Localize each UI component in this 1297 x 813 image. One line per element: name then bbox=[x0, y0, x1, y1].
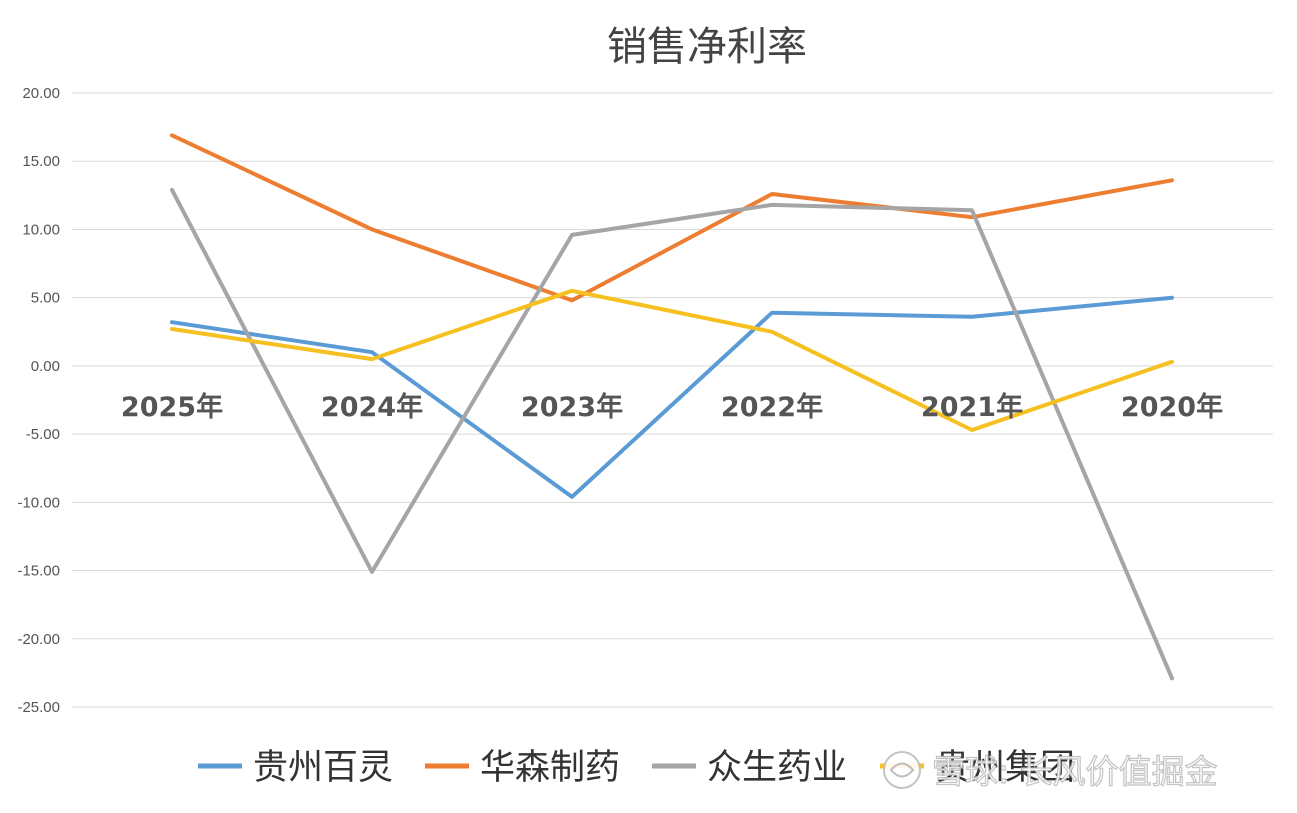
legend-label: 贵州百灵 bbox=[253, 748, 393, 788]
series-line-3 bbox=[170, 187, 1174, 681]
y-axis-ticks: 20.00 15.00 10.00 5.00 0.00 -5.00 -10.00 -15.00… bbox=[17, 85, 60, 716]
legend-item: 华森制药 bbox=[425, 748, 620, 788]
x-category-label: 2020年 bbox=[1121, 391, 1223, 423]
series-line-2 bbox=[170, 133, 1174, 303]
y-tick-label: 0.00 bbox=[31, 358, 60, 375]
x-category-label: 2021年 bbox=[921, 391, 1023, 423]
watermark-text: 雪球: 长风价值掘金 bbox=[932, 752, 1218, 791]
snowball-logo-icon bbox=[883, 751, 921, 789]
x-axis-categories: 2025年 2024年 2023年 2022年 2021年 2020年 bbox=[121, 391, 1223, 423]
series-lines bbox=[170, 133, 1174, 681]
y-tick-label: 20.00 bbox=[22, 85, 60, 102]
x-category-label: 2025年 bbox=[121, 391, 223, 423]
legend-label: 众生药业 bbox=[707, 748, 847, 788]
legend-label: 贵州集团 bbox=[935, 748, 1075, 788]
y-tick-label: -10.00 bbox=[17, 494, 60, 511]
legend-item: 众生药业 bbox=[652, 748, 847, 788]
y-tick-label: -25.00 bbox=[17, 699, 60, 716]
x-category-label: 2023年 bbox=[521, 391, 623, 423]
x-category-label: 2024年 bbox=[321, 391, 423, 423]
y-tick-label: -15.00 bbox=[17, 563, 60, 580]
legend-label: 华森制药 bbox=[480, 748, 620, 788]
y-tick-label: 5.00 bbox=[31, 290, 60, 307]
series-line-1 bbox=[170, 295, 1174, 499]
y-tick-label: -5.00 bbox=[26, 426, 60, 443]
chart-title: 销售净利率 bbox=[607, 24, 807, 70]
watermark: 雪球: 长风价值掘金 bbox=[883, 751, 1218, 792]
legend: 贵州百灵 华森制药 众生药业 贵州集团 bbox=[198, 748, 1075, 788]
y-tick-label: 10.00 bbox=[22, 221, 60, 238]
gridlines bbox=[72, 92, 1273, 708]
y-tick-label: -20.00 bbox=[17, 631, 60, 648]
legend-item: 贵州百灵 bbox=[198, 748, 393, 788]
series-line-4 bbox=[170, 288, 1174, 432]
x-category-label: 2022年 bbox=[721, 391, 823, 423]
y-tick-label: 15.00 bbox=[22, 153, 60, 170]
